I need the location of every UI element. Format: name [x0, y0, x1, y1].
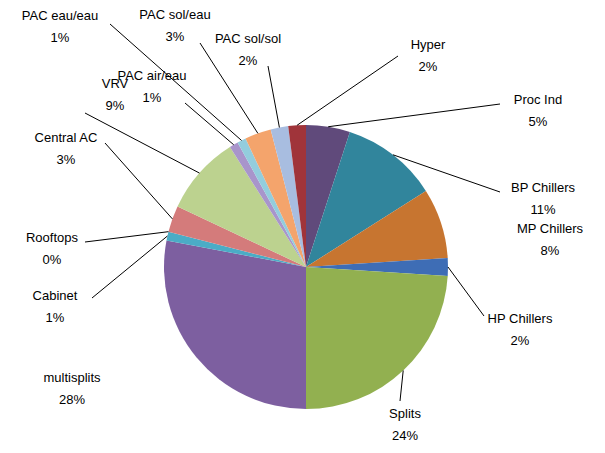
svg-text:Proc Ind5%: Proc Ind5%	[514, 92, 562, 129]
svg-text:HP Chillers2%: HP Chillers2%	[488, 311, 553, 348]
svg-text:PAC sol/sol2%: PAC sol/sol2%	[215, 31, 281, 68]
svg-text:Central AC3%: Central AC3%	[35, 130, 98, 167]
svg-text:Splits24%: Splits24%	[389, 406, 421, 443]
svg-text:PAC sol/eau3%: PAC sol/eau3%	[139, 7, 210, 44]
svg-text:Rooftops0%: Rooftops0%	[26, 230, 79, 267]
svg-text:MP Chillers8%: MP Chillers8%	[517, 221, 584, 258]
svg-text:Cabinet1%: Cabinet1%	[33, 288, 78, 325]
svg-text:PAC eau/eau1%: PAC eau/eau1%	[22, 8, 98, 45]
svg-text:BP Chillers11%: BP Chillers11%	[511, 180, 576, 217]
svg-text:Hyper2%: Hyper2%	[411, 37, 446, 74]
svg-text:multisplits28%: multisplits28%	[43, 370, 101, 407]
svg-text:PAC air/eau1%: PAC air/eau1%	[117, 68, 186, 105]
